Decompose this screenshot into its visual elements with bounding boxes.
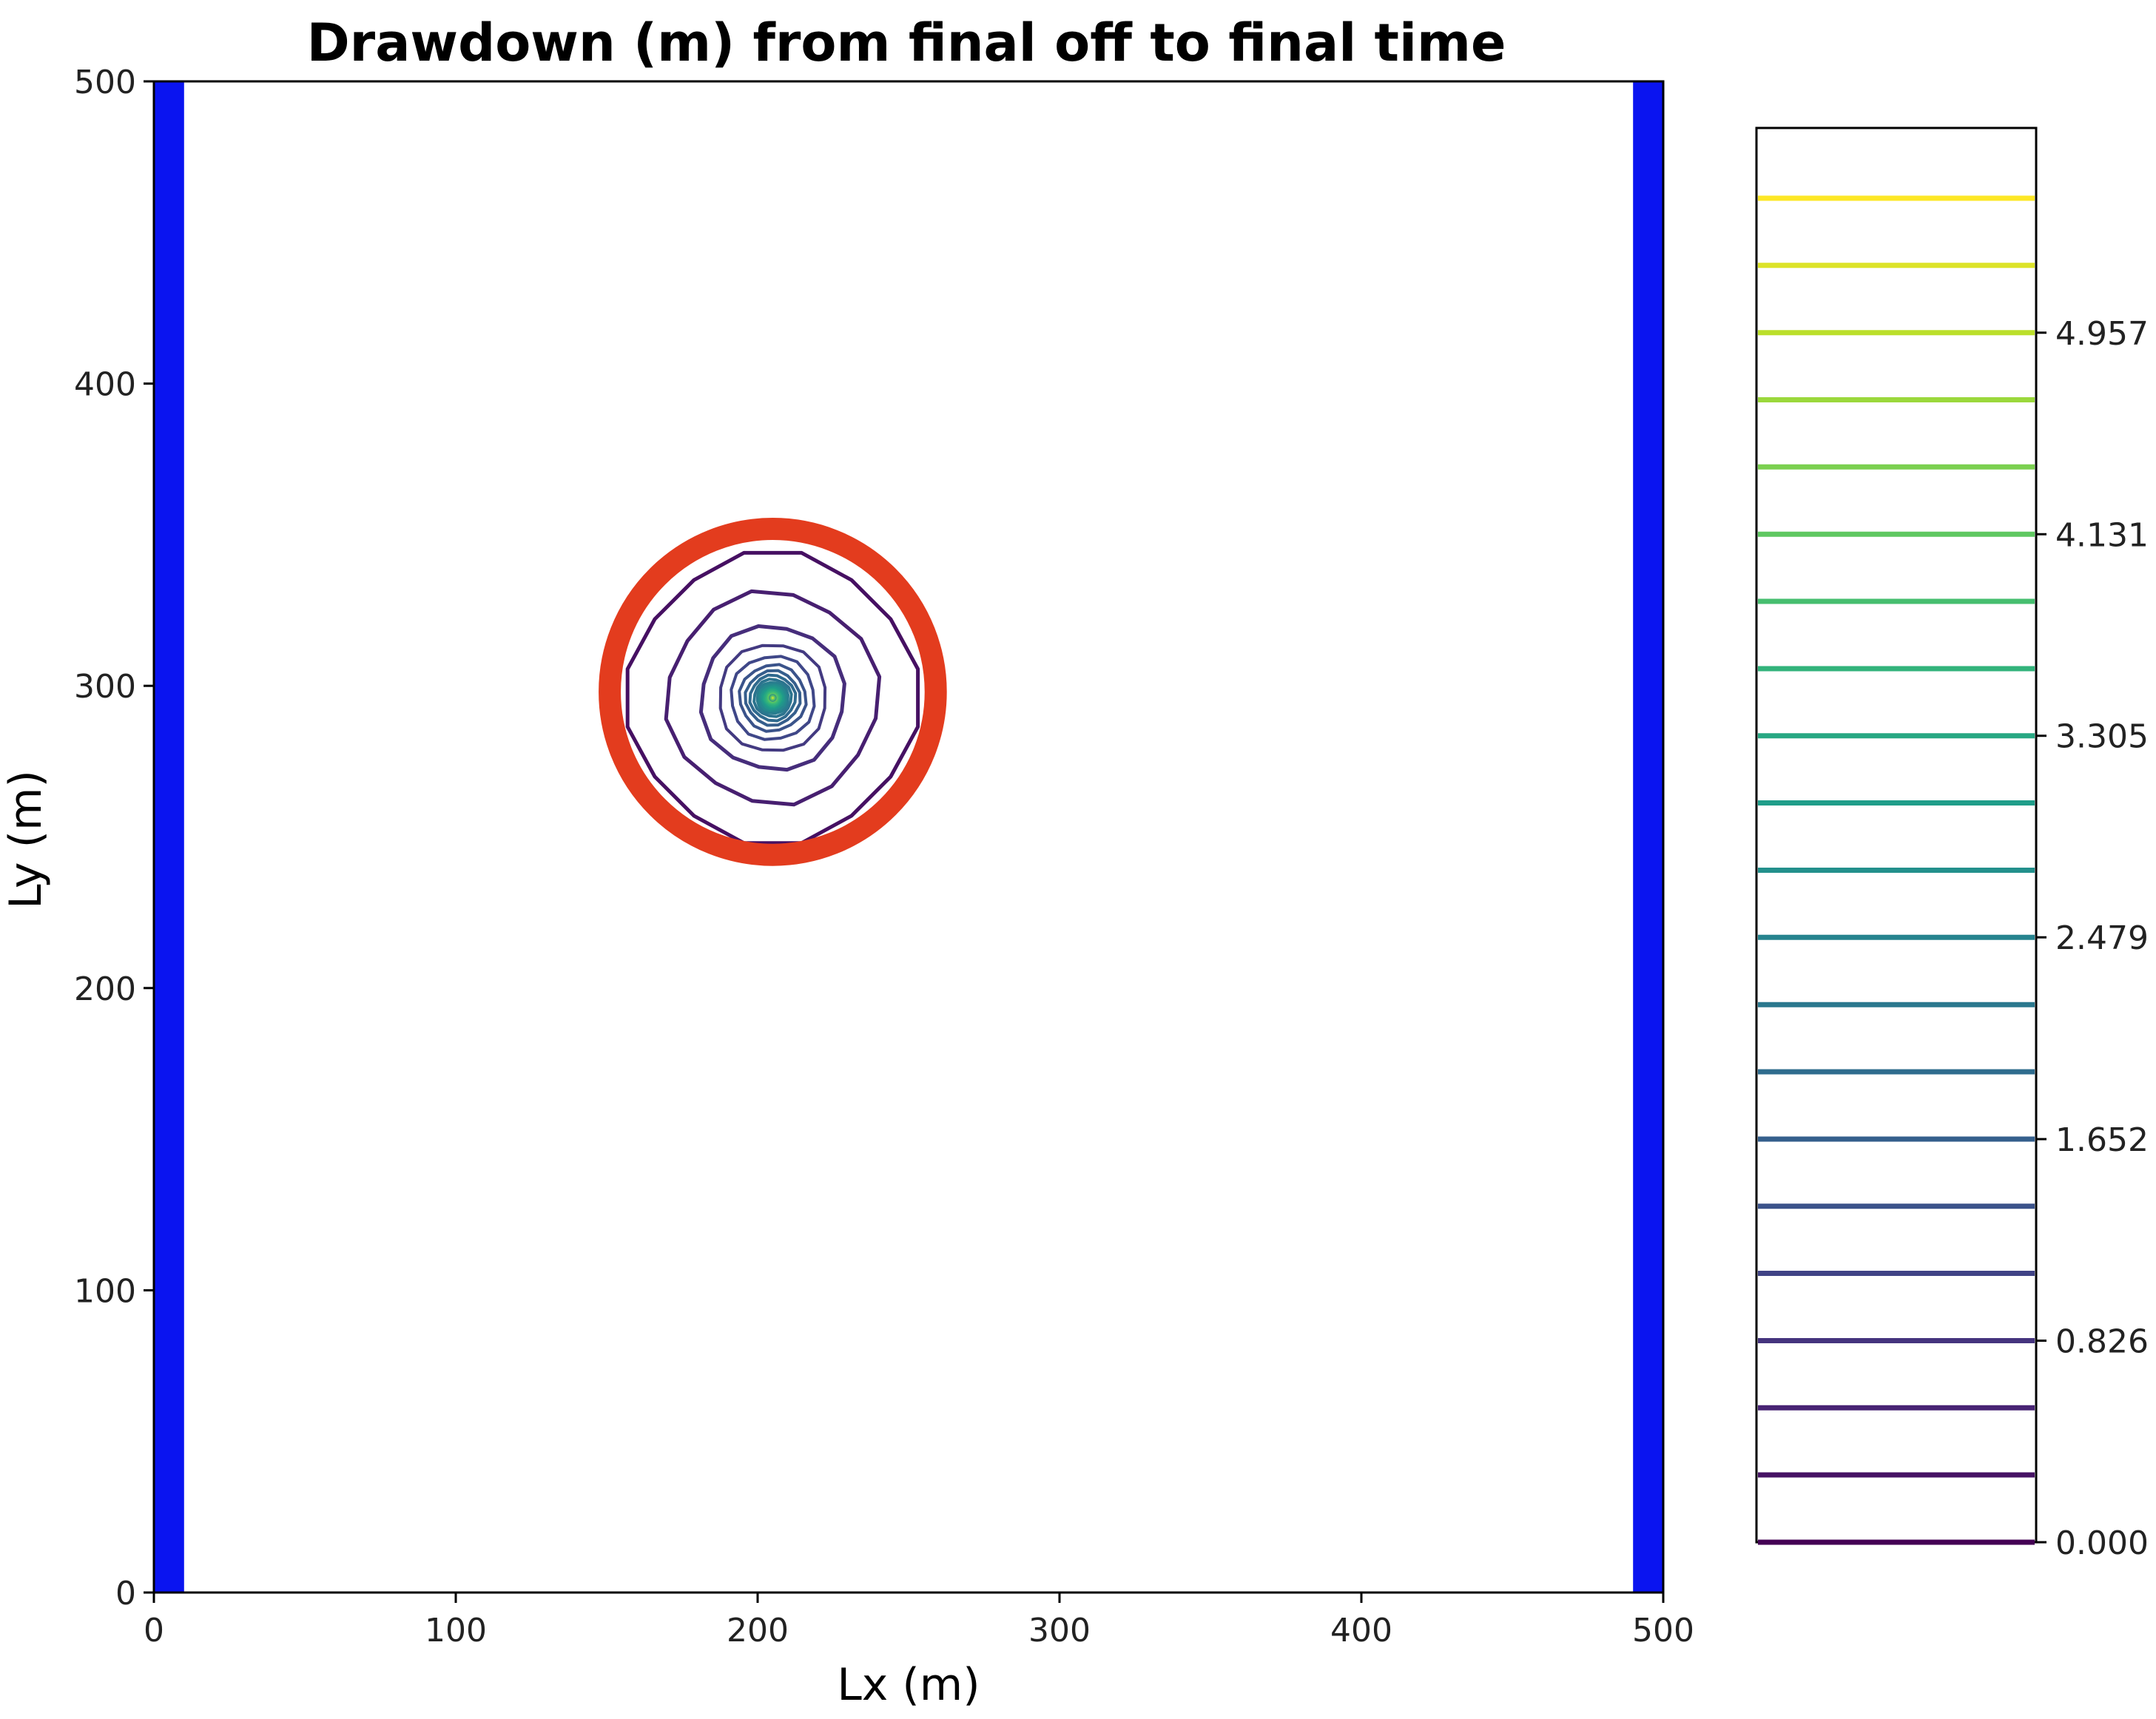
colorbar-tick-label: 2.479: [2055, 919, 2149, 957]
x-tick-label: 200: [727, 1612, 789, 1649]
contour-line: [625, 550, 920, 845]
left-boundary-strip: [154, 81, 184, 1593]
contour-line: [698, 624, 846, 772]
colorbar-ticks: 0.000 0.826 1.652 2.479 3.305 4.131 4.957: [2036, 315, 2149, 1562]
contour-line: [760, 685, 786, 711]
colorbar-lines: [1758, 195, 2035, 1545]
colorbar-tick-label: 4.131: [2055, 516, 2149, 554]
y-tick-label: 0: [115, 1575, 136, 1612]
chart-title: Drawdown (m) from final off to final tim…: [307, 13, 1506, 73]
colorbar-tick-label: 0.000: [2055, 1524, 2149, 1562]
y-tick-label: 500: [74, 64, 136, 101]
plot-background: [154, 81, 1663, 1593]
colorbar-tick-label: 3.305: [2055, 718, 2149, 756]
contour-line: [738, 663, 808, 733]
colorbar: 0.000 0.826 1.652 2.479 3.305 4.131 4.957: [1755, 126, 2149, 1562]
contour-line: [755, 681, 789, 715]
plot-frame: [152, 80, 1665, 1594]
plot-area: [152, 80, 1665, 1594]
x-tick-label: 300: [1028, 1612, 1091, 1649]
y-axis: 0 100 200 300 400 500: [74, 64, 154, 1612]
contour-line: [730, 655, 816, 741]
annotation-layer: [599, 518, 947, 866]
colorbar-tick-label: 4.957: [2055, 315, 2149, 353]
well-core: [769, 694, 777, 702]
highlight-circle: [599, 518, 947, 866]
colorbar-tick-label: 0.826: [2055, 1323, 2149, 1361]
x-tick-label: 0: [144, 1612, 164, 1649]
boundary-strips: [154, 81, 1663, 1593]
contour-line: [718, 644, 827, 752]
y-axis-label: Ly (m): [0, 770, 52, 909]
contour-line: [748, 673, 798, 723]
colorbar-tick-label: 1.652: [2055, 1121, 2149, 1159]
y-tick-label: 300: [74, 668, 136, 706]
x-tick-label: 400: [1330, 1612, 1392, 1649]
y-tick-label: 400: [74, 366, 136, 404]
drawdown-contours: [625, 550, 920, 845]
contour-line: [664, 589, 882, 807]
x-tick-label: 100: [425, 1612, 487, 1649]
contour-line: [752, 678, 793, 718]
y-tick-label: 100: [74, 1272, 136, 1310]
well-center: [769, 694, 777, 702]
contour-line: [744, 669, 802, 727]
colorbar-frame: [1755, 126, 2038, 1544]
contour-line: [758, 683, 787, 712]
y-tick-label: 200: [74, 970, 136, 1008]
x-axis: 0 100 200 300 400 500: [144, 1593, 1694, 1649]
right-boundary-strip: [1633, 81, 1663, 1593]
x-axis-label: Lx (m): [837, 1659, 980, 1711]
x-tick-label: 500: [1632, 1612, 1694, 1649]
